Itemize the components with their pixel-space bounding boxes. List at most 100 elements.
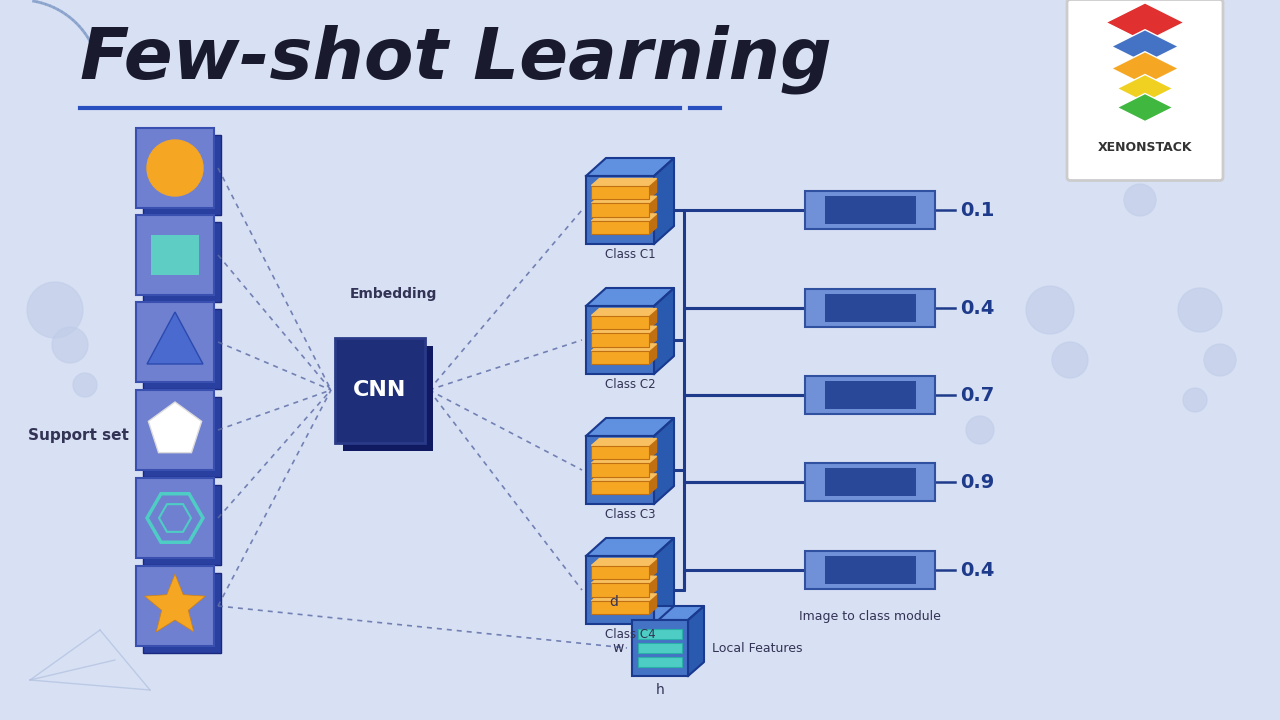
Text: w: w <box>612 641 623 655</box>
Polygon shape <box>649 594 657 614</box>
Polygon shape <box>1117 94 1172 122</box>
Text: 0.1: 0.1 <box>960 200 995 220</box>
Circle shape <box>27 282 83 338</box>
Text: Local Features: Local Features <box>712 642 803 654</box>
FancyBboxPatch shape <box>824 468 915 496</box>
FancyBboxPatch shape <box>136 215 214 295</box>
FancyBboxPatch shape <box>591 463 649 477</box>
Text: Class C2: Class C2 <box>604 378 655 391</box>
FancyBboxPatch shape <box>586 306 654 374</box>
Circle shape <box>1183 388 1207 412</box>
Polygon shape <box>649 456 657 477</box>
Polygon shape <box>591 179 657 186</box>
Polygon shape <box>145 574 205 632</box>
FancyBboxPatch shape <box>637 643 682 653</box>
FancyBboxPatch shape <box>591 333 649 347</box>
Polygon shape <box>632 606 704 620</box>
Polygon shape <box>586 538 675 556</box>
Polygon shape <box>586 158 675 176</box>
FancyBboxPatch shape <box>591 315 649 329</box>
FancyBboxPatch shape <box>805 376 934 414</box>
FancyBboxPatch shape <box>151 235 198 275</box>
Polygon shape <box>591 594 657 601</box>
Circle shape <box>966 416 995 444</box>
FancyBboxPatch shape <box>824 196 915 224</box>
Polygon shape <box>649 438 657 459</box>
Polygon shape <box>654 418 675 504</box>
Circle shape <box>1204 344 1236 376</box>
FancyBboxPatch shape <box>591 583 649 597</box>
FancyBboxPatch shape <box>591 565 649 579</box>
FancyBboxPatch shape <box>824 381 915 409</box>
Text: 0.4: 0.4 <box>960 299 995 318</box>
Polygon shape <box>649 559 657 579</box>
FancyBboxPatch shape <box>591 601 649 614</box>
FancyBboxPatch shape <box>591 481 649 495</box>
Polygon shape <box>148 402 202 453</box>
FancyBboxPatch shape <box>136 390 214 470</box>
FancyBboxPatch shape <box>591 186 649 199</box>
Polygon shape <box>591 456 657 463</box>
Polygon shape <box>654 538 675 624</box>
Polygon shape <box>591 344 657 351</box>
Polygon shape <box>1111 52 1179 85</box>
Polygon shape <box>591 308 657 315</box>
FancyBboxPatch shape <box>143 485 221 565</box>
Polygon shape <box>591 576 657 583</box>
FancyBboxPatch shape <box>805 463 934 501</box>
FancyBboxPatch shape <box>136 566 214 646</box>
Text: 0.4: 0.4 <box>960 560 995 580</box>
FancyBboxPatch shape <box>136 302 214 382</box>
FancyBboxPatch shape <box>591 446 649 459</box>
FancyBboxPatch shape <box>343 346 433 451</box>
FancyBboxPatch shape <box>143 573 221 653</box>
Polygon shape <box>1111 30 1179 63</box>
Text: h: h <box>655 683 664 697</box>
Polygon shape <box>591 559 657 565</box>
Polygon shape <box>649 576 657 597</box>
Text: XENONSTACK: XENONSTACK <box>1098 141 1192 154</box>
FancyBboxPatch shape <box>1068 0 1222 181</box>
FancyBboxPatch shape <box>143 135 221 215</box>
FancyBboxPatch shape <box>335 338 425 443</box>
Polygon shape <box>586 418 675 436</box>
Polygon shape <box>649 179 657 199</box>
Text: Image to class module: Image to class module <box>799 610 941 623</box>
Polygon shape <box>591 197 657 203</box>
Circle shape <box>1124 184 1156 216</box>
Circle shape <box>1178 288 1222 332</box>
Circle shape <box>1027 286 1074 334</box>
FancyBboxPatch shape <box>143 309 221 389</box>
Text: Class C3: Class C3 <box>604 508 655 521</box>
Polygon shape <box>654 288 675 374</box>
Polygon shape <box>591 438 657 446</box>
Polygon shape <box>649 474 657 495</box>
Polygon shape <box>649 344 657 364</box>
Polygon shape <box>649 214 657 235</box>
Polygon shape <box>1117 74 1172 102</box>
Polygon shape <box>591 474 657 481</box>
FancyBboxPatch shape <box>632 620 689 676</box>
FancyBboxPatch shape <box>805 289 934 327</box>
Circle shape <box>73 373 97 397</box>
FancyBboxPatch shape <box>586 556 654 624</box>
Polygon shape <box>649 308 657 329</box>
Text: 0.9: 0.9 <box>960 472 995 492</box>
Text: Support set: Support set <box>28 428 129 443</box>
Polygon shape <box>586 288 675 306</box>
Text: CNN: CNN <box>353 380 407 400</box>
FancyBboxPatch shape <box>136 128 214 208</box>
Polygon shape <box>591 326 657 333</box>
Text: Few-shot Learning: Few-shot Learning <box>79 24 832 94</box>
Circle shape <box>1052 342 1088 378</box>
Polygon shape <box>1106 3 1184 42</box>
FancyBboxPatch shape <box>591 203 649 217</box>
FancyBboxPatch shape <box>591 221 649 235</box>
FancyBboxPatch shape <box>143 397 221 477</box>
Circle shape <box>147 140 204 196</box>
Text: d: d <box>609 595 618 609</box>
FancyBboxPatch shape <box>824 556 915 584</box>
FancyBboxPatch shape <box>591 351 649 364</box>
Text: Embedding: Embedding <box>349 287 438 301</box>
FancyBboxPatch shape <box>143 222 221 302</box>
